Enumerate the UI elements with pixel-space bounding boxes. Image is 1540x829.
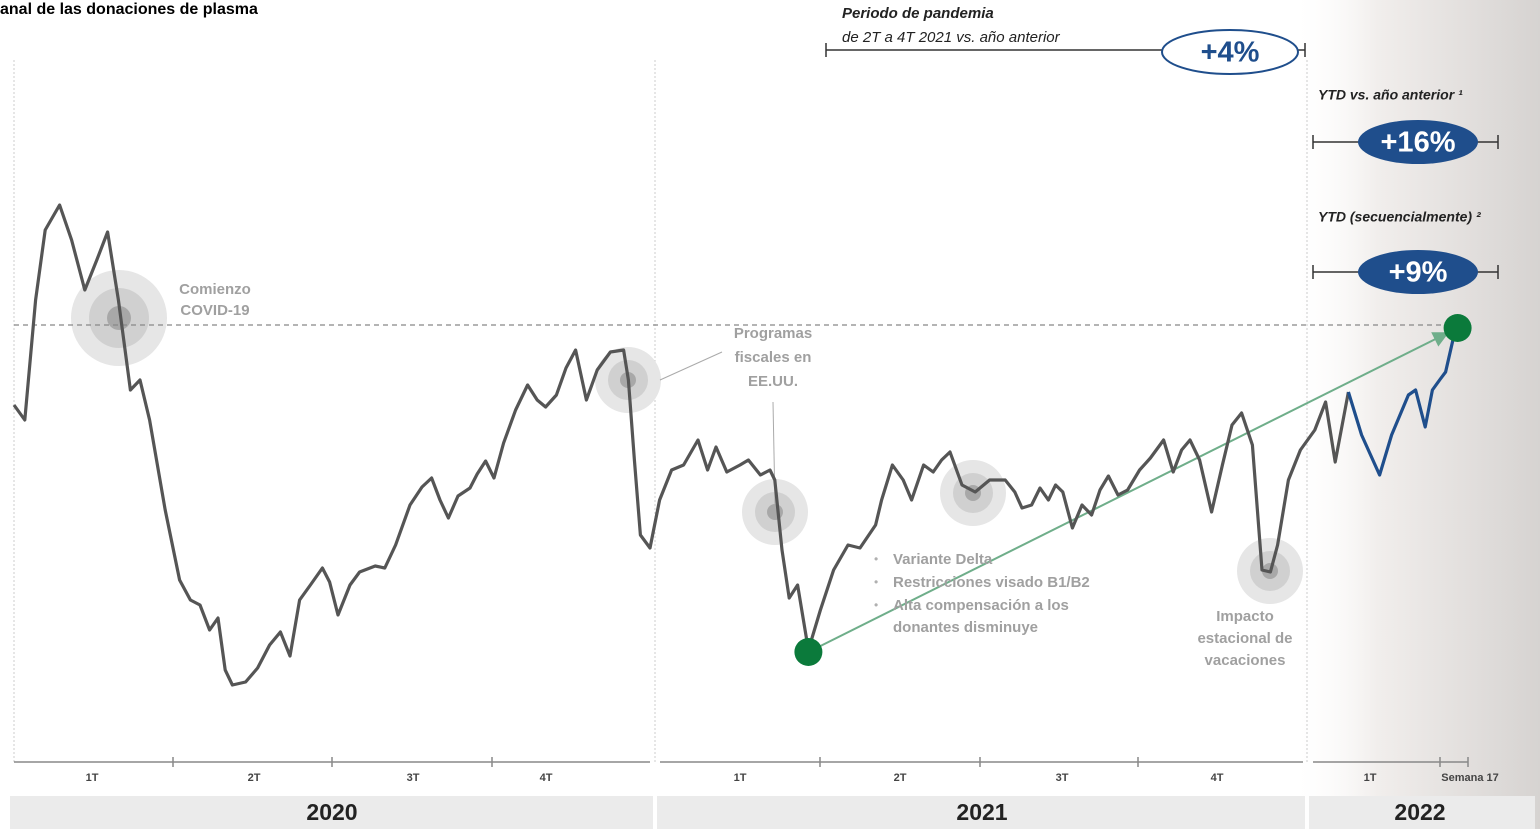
marker bbox=[1443, 314, 1472, 342]
annotation: vacaciones bbox=[1205, 652, 1286, 669]
x-tick-label: 3T bbox=[1056, 772, 1069, 784]
trend-arrow bbox=[807, 332, 1450, 653]
year-label: 2020 bbox=[306, 799, 357, 825]
annotation: Alta compensación a los bbox=[893, 597, 1069, 614]
data-line bbox=[1346, 329, 1457, 477]
x-tick-label: 2T bbox=[248, 772, 261, 784]
year-label: 2022 bbox=[1394, 799, 1445, 825]
comparison-sublabel: de 2T a 4T 2021 vs. año anterior bbox=[842, 29, 1061, 46]
comparison-label: YTD (secuencialmente) ² bbox=[1318, 209, 1481, 225]
x-axis bbox=[14, 757, 1469, 767]
x-tick-label: 2T bbox=[894, 772, 907, 784]
annotation: Restricciones visado B1/B2 bbox=[893, 574, 1090, 591]
annotation: donantes disminuye bbox=[893, 619, 1038, 636]
x-tick-label: 4T bbox=[1211, 772, 1224, 784]
year-band bbox=[1309, 796, 1535, 829]
badge-value: +4% bbox=[1201, 37, 1260, 69]
x-tick-label: 1T bbox=[86, 772, 99, 784]
annotation-halo bbox=[71, 270, 1303, 604]
annotation: Programas bbox=[734, 325, 812, 342]
badge bbox=[1358, 120, 1478, 164]
comparison-label: Periodo de pandemia bbox=[842, 5, 994, 22]
bullet: • bbox=[874, 552, 878, 566]
chart-title: anal de las donaciones de plasma bbox=[0, 1, 258, 18]
annotation: Comienzo bbox=[179, 281, 251, 298]
x-tick-label: 3T bbox=[407, 772, 420, 784]
bullet-list: • • • bbox=[874, 552, 878, 612]
plot-area bbox=[12, 203, 1472, 687]
badge bbox=[1161, 29, 1299, 75]
x-tick-label: 1T bbox=[734, 772, 747, 784]
bullet: • bbox=[874, 575, 878, 589]
annotation: estacional de bbox=[1197, 630, 1292, 647]
x-tick-label: 1T bbox=[1364, 772, 1377, 784]
annotation: Variante Delta bbox=[893, 551, 993, 568]
year-band bbox=[10, 796, 653, 829]
annotation: EE.UU. bbox=[748, 373, 798, 390]
annotation: fiscales en bbox=[735, 349, 812, 366]
comparison-label: YTD vs. año anterior ¹ bbox=[1318, 87, 1463, 103]
marker bbox=[794, 638, 823, 666]
bullet: • bbox=[874, 598, 878, 612]
x-tick-label: Semana 17 bbox=[1441, 772, 1498, 784]
annotation: COVID-19 bbox=[180, 302, 249, 319]
data-line bbox=[12, 203, 1350, 687]
year-label: 2021 bbox=[956, 799, 1007, 825]
x-tick-label: 4T bbox=[540, 772, 553, 784]
badge bbox=[1358, 250, 1478, 294]
year-band bbox=[657, 796, 1305, 829]
annotation: Impacto bbox=[1216, 608, 1274, 625]
badge-value: +9% bbox=[1389, 257, 1448, 289]
leader-line bbox=[659, 351, 723, 381]
badge-value: +16% bbox=[1381, 127, 1456, 159]
